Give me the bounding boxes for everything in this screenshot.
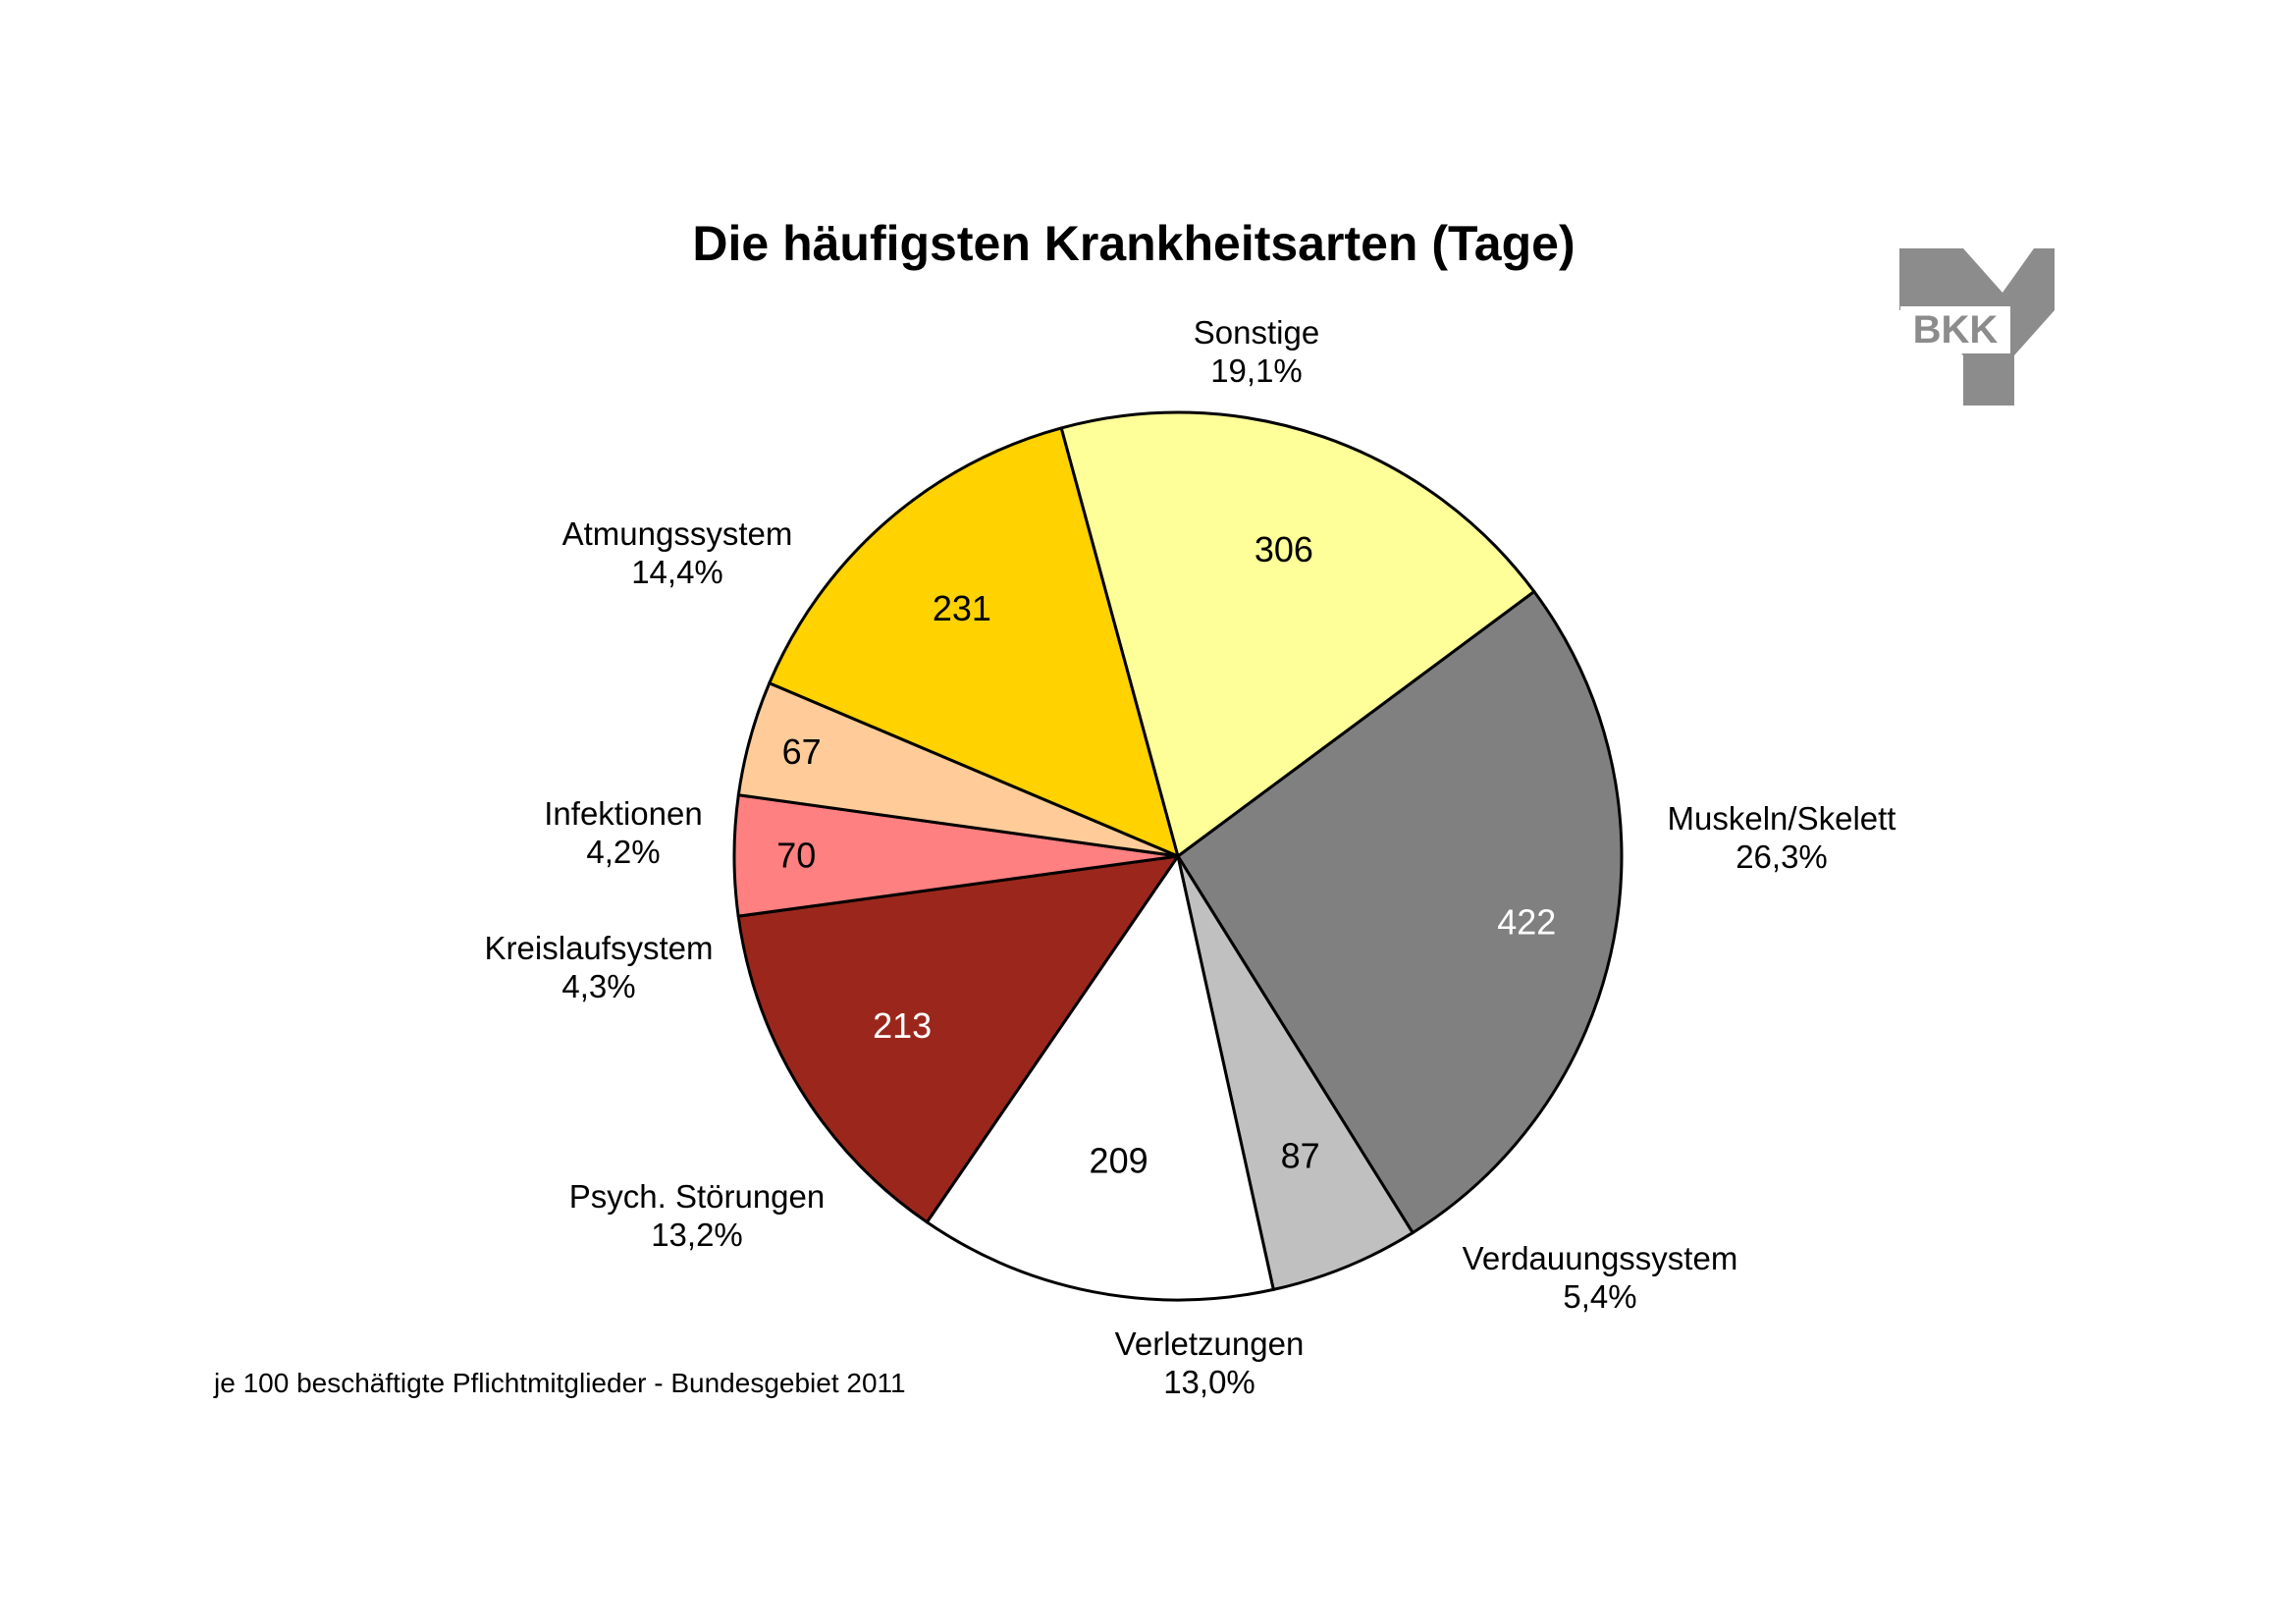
pie-slice-verletzungen xyxy=(925,854,1275,1302)
value-labels: 422 87 209 213 70 67 231 306 xyxy=(776,529,1556,1180)
value-label-kreislaufsystem: 70 xyxy=(776,836,816,876)
percent-label-atmungssystem: 14,4% xyxy=(631,554,723,590)
footnote: je 100 beschäftigte Pflichtmitglieder - … xyxy=(213,1368,906,1398)
percent-label-verdauungssystem: 5,4% xyxy=(1563,1278,1636,1315)
value-label-verdauungssystem: 87 xyxy=(1281,1136,1320,1176)
chart-title: Die häufigsten Krankheitsarten (Tage) xyxy=(692,216,1575,271)
percent-label-muskeln-skelett: 26,3% xyxy=(1735,839,1828,875)
bkk-logo-text-panel xyxy=(1900,306,2010,353)
value-label-sonstige: 306 xyxy=(1255,529,1313,569)
bkk-logo: BKK xyxy=(1899,248,2055,406)
pie-slice-atmungssystem xyxy=(768,426,1180,858)
category-label-psych-stoerungen: Psych. Störungen xyxy=(569,1178,826,1215)
pie-slice-sonstige xyxy=(1059,410,1536,858)
percent-label-psych-stoerungen: 13,2% xyxy=(651,1217,743,1253)
value-label-verletzungen: 209 xyxy=(1090,1141,1148,1181)
value-label-infektionen: 67 xyxy=(782,731,822,772)
category-label-kreislaufsystem: Kreislaufsystem xyxy=(485,930,714,966)
bkk-logo-text: BKK xyxy=(1913,308,1999,352)
category-label-infektionen: Infektionen xyxy=(544,795,702,832)
value-label-atmungssystem: 231 xyxy=(933,588,991,628)
percent-label-sonstige: 19,1% xyxy=(1210,352,1303,389)
value-label-psych-stoerungen: 213 xyxy=(873,1005,932,1046)
value-label-muskeln-skelett: 422 xyxy=(1497,901,1556,942)
percent-label-verletzungen: 13,0% xyxy=(1163,1364,1255,1400)
percent-label-infektionen: 4,2% xyxy=(586,834,660,870)
category-label-sonstige: Sonstige xyxy=(1194,314,1319,351)
pie-slices xyxy=(732,410,1624,1302)
pie-slice-psych-stoerungen xyxy=(736,854,1180,1224)
pie-slice-verdauungssystem xyxy=(1176,854,1415,1291)
percent-label-kreislaufsystem: 4,3% xyxy=(561,968,635,1004)
category-label-atmungssystem: Atmungssystem xyxy=(562,515,793,552)
category-label-muskeln-skelett: Muskeln/Skelett xyxy=(1668,800,1896,837)
category-label-verdauungssystem: Verdauungssystem xyxy=(1463,1240,1738,1276)
pie-slice-muskeln-skelett xyxy=(1176,590,1624,1235)
category-label-verletzungen: Verletzungen xyxy=(1115,1325,1305,1362)
